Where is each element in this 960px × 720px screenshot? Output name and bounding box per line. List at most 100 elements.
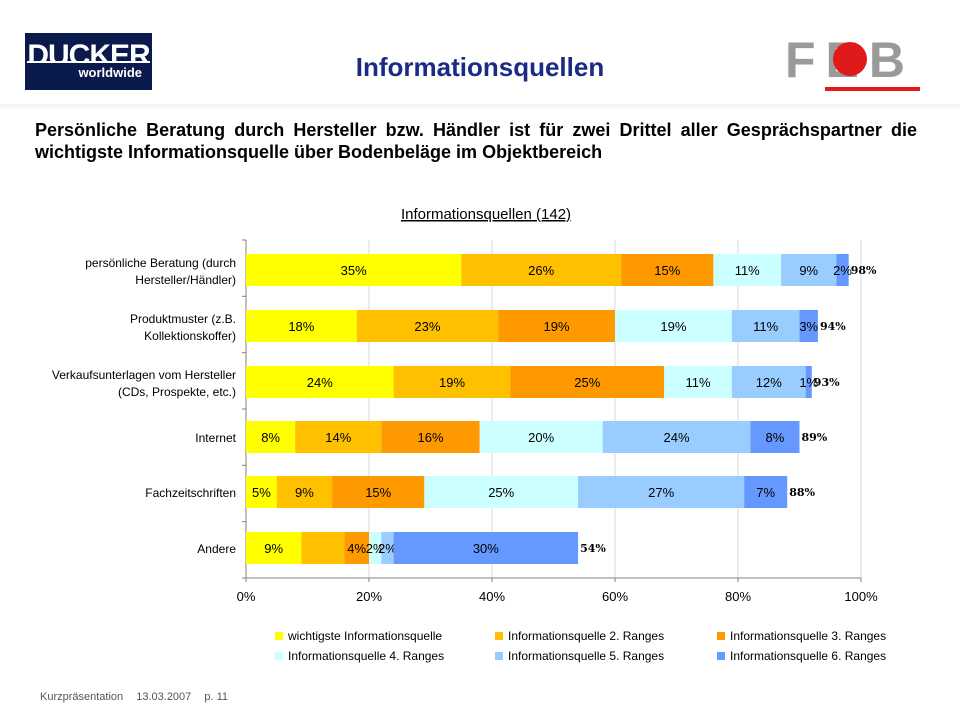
x-tick-label: 60% [602, 589, 628, 604]
data-label: 2% [378, 541, 397, 556]
bar-segment [805, 366, 812, 398]
data-label: 18% [288, 319, 314, 334]
x-tick-label: 80% [725, 589, 751, 604]
legend-swatch [717, 652, 725, 660]
x-tick-label: 100% [844, 589, 878, 604]
bar-segment [356, 310, 499, 342]
bar-segment [731, 310, 800, 342]
bar-segment [602, 421, 751, 453]
x-tick-label: 20% [356, 589, 382, 604]
data-label: 11% [753, 319, 778, 334]
bar-segment [461, 254, 622, 286]
y-category-label: Fachzeitschriften [145, 486, 236, 500]
feb-logo-red-mark [833, 42, 867, 76]
data-label: 2% [366, 541, 385, 556]
data-label: 19% [544, 319, 570, 334]
y-category-label: (CDs, Prospekte, etc.) [118, 385, 236, 399]
headline: Persönliche Beratung durch Hersteller bz… [35, 120, 917, 162]
data-label: 2% [833, 263, 852, 278]
header-divider [0, 104, 960, 110]
legend-swatch [495, 632, 503, 640]
y-category-label: Kollektionskoffer) [144, 329, 236, 343]
y-category-label: Verkaufsunterlagen vom Hersteller [52, 368, 236, 382]
page-title: Informationsquellen [355, 52, 605, 82]
bar-segment [246, 476, 277, 508]
footer-date: 13.03.2007 [136, 691, 192, 703]
y-category-label: Hersteller/Händler) [135, 273, 236, 287]
bar-segment [295, 421, 382, 453]
bar-segment [246, 310, 357, 342]
data-label: 16% [417, 430, 443, 445]
legend-label: Informationsquelle 4. Ranges [288, 649, 444, 663]
legend-label: wichtigste Informationsquelle [287, 629, 442, 643]
bar-segment [621, 254, 714, 286]
bar-segment [246, 421, 296, 453]
legend-swatch [717, 632, 725, 640]
x-tick-label: 0% [237, 589, 256, 604]
bar-segment [381, 421, 480, 453]
data-label: 7% [756, 485, 775, 500]
data-label: 30% [473, 541, 499, 556]
ducker-logo: DUCKER worldwide [25, 33, 152, 90]
data-label: 3% [799, 319, 818, 334]
bar-segment [332, 476, 425, 508]
data-label: 24% [663, 430, 689, 445]
footer: Kurzpräsentation 13.03.2007 p. 11 [40, 691, 238, 703]
data-label: 25% [488, 485, 514, 500]
data-label: 14% [325, 430, 351, 445]
ducker-logo-sub-text: worldwide [78, 65, 142, 80]
data-label: 20% [528, 430, 554, 445]
feb-logo-underline [825, 87, 920, 91]
y-category-label: Internet [195, 431, 236, 445]
legend-label: Informationsquelle 3. Ranges [730, 629, 886, 643]
footer-label: Kurzpräsentation [40, 691, 124, 703]
y-category-label: Produktmuster (z.B. [130, 312, 236, 326]
legend-label: Informationsquelle 2. Ranges [508, 629, 664, 643]
data-label: 24% [307, 375, 333, 390]
data-label: 12% [756, 375, 782, 390]
bar-segment [381, 532, 394, 564]
bar-segment [246, 254, 462, 286]
data-label: 8% [261, 430, 280, 445]
bar-segment [731, 366, 806, 398]
data-label: 15% [654, 263, 680, 278]
footer-page: p. 11 [204, 691, 229, 703]
legend-label: Informationsquelle 6. Ranges [730, 649, 886, 663]
total-label: 94% [820, 320, 846, 333]
y-category-label: Andere [197, 542, 236, 556]
bar-segment [615, 310, 732, 342]
data-label: 35% [341, 263, 367, 278]
data-label: 9% [295, 485, 314, 500]
bar-segment [276, 476, 333, 508]
bar-segment [578, 476, 745, 508]
data-label: 11% [685, 375, 710, 390]
bar-segment [301, 532, 345, 564]
bar-segment [750, 421, 800, 453]
total-label: 98% [851, 264, 877, 277]
total-label: 89% [802, 431, 828, 444]
bar-segment [479, 421, 603, 453]
bar-segment [664, 366, 732, 398]
chart-title: Informationsquellen (142) [401, 206, 571, 223]
bar-segment [498, 310, 615, 342]
feb-logo: FEB [785, 32, 920, 91]
legend-swatch [275, 652, 283, 660]
data-label: 4% [347, 541, 366, 556]
bar-segment [799, 310, 818, 342]
data-label: 19% [660, 319, 686, 334]
data-label: 27% [648, 485, 674, 500]
data-label: 5% [252, 485, 271, 500]
data-label: 8% [766, 430, 785, 445]
bar-segment [713, 254, 782, 286]
bar-segment [246, 366, 394, 398]
ducker-logo-sub: worldwide [27, 61, 150, 83]
bar-segment [744, 476, 788, 508]
bar-segment [393, 366, 511, 398]
bar-segment [836, 254, 849, 286]
legend-swatch [495, 652, 503, 660]
total-label: 88% [789, 486, 815, 499]
total-label: 93% [814, 376, 840, 389]
bar-segment [344, 532, 369, 564]
total-label: 54% [580, 542, 606, 555]
x-tick-label: 40% [479, 589, 505, 604]
